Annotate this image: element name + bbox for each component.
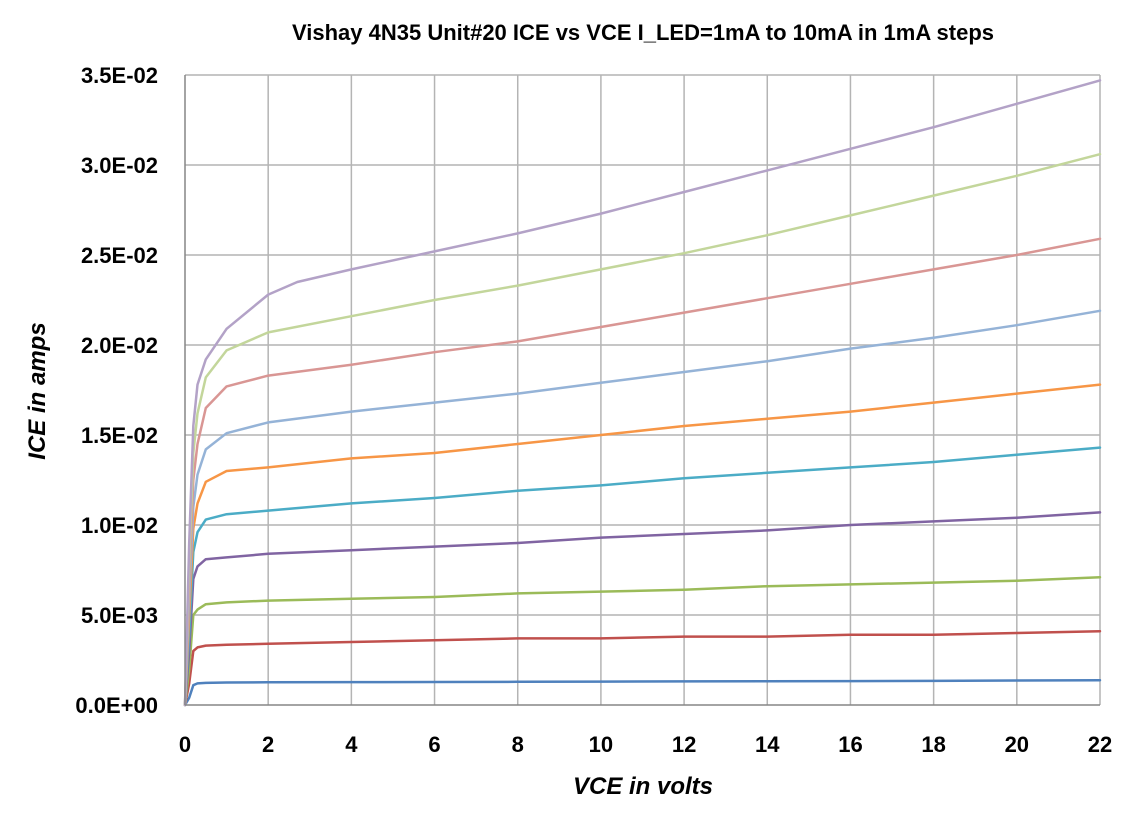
y-tick-label: 5.0E-03 bbox=[81, 603, 158, 628]
x-tick-label: 0 bbox=[179, 732, 191, 757]
y-tick-label: 1.5E-02 bbox=[81, 423, 158, 448]
x-tick-labels: 0 2 4 6 8 10 12 14 16 18 20 22 bbox=[179, 732, 1112, 757]
y-tick-label: 1.0E-02 bbox=[81, 513, 158, 538]
y-tick-label: 2.5E-02 bbox=[81, 243, 158, 268]
series-line-4 bbox=[183, 511, 1102, 707]
y-tick-label: 3.0E-02 bbox=[81, 153, 158, 178]
y-axis-label: ICE in amps bbox=[24, 322, 51, 459]
y-tick-label: 3.5E-02 bbox=[81, 63, 158, 88]
x-tick-label: 12 bbox=[672, 732, 696, 757]
series-line-3 bbox=[183, 575, 1102, 707]
x-tick-label: 8 bbox=[512, 732, 524, 757]
series-line-1 bbox=[183, 678, 1102, 707]
x-tick-label: 22 bbox=[1088, 732, 1112, 757]
x-tick-label: 4 bbox=[345, 732, 358, 757]
x-tick-label: 2 bbox=[262, 732, 274, 757]
series-group bbox=[183, 79, 1102, 707]
x-tick-label: 6 bbox=[428, 732, 440, 757]
series-line-9 bbox=[183, 152, 1102, 707]
x-tick-label: 10 bbox=[589, 732, 613, 757]
series-line-7 bbox=[183, 309, 1102, 707]
series-line-6 bbox=[183, 383, 1102, 707]
series-line-10 bbox=[183, 79, 1102, 707]
x-tick-label: 16 bbox=[838, 732, 862, 757]
axes bbox=[184, 75, 1100, 706]
chart-title: Vishay 4N35 Unit#20 ICE vs VCE I_LED=1mA… bbox=[292, 20, 994, 45]
y-tick-label: 0.0E+00 bbox=[75, 693, 158, 718]
x-tick-label: 18 bbox=[921, 732, 945, 757]
series-line-2 bbox=[183, 629, 1102, 707]
y-tick-labels: 0.0E+00 5.0E-03 1.0E-02 1.5E-02 2.0E-02 2.5E-… bbox=[75, 63, 158, 718]
series-line-5 bbox=[183, 446, 1102, 707]
series-line-8 bbox=[183, 237, 1102, 707]
x-axis-label: VCE in volts bbox=[573, 773, 713, 800]
x-tick-label: 20 bbox=[1005, 732, 1029, 757]
x-tick-label: 14 bbox=[755, 732, 780, 757]
y-tick-label: 2.0E-02 bbox=[81, 333, 158, 358]
gridlines bbox=[185, 74, 1101, 705]
